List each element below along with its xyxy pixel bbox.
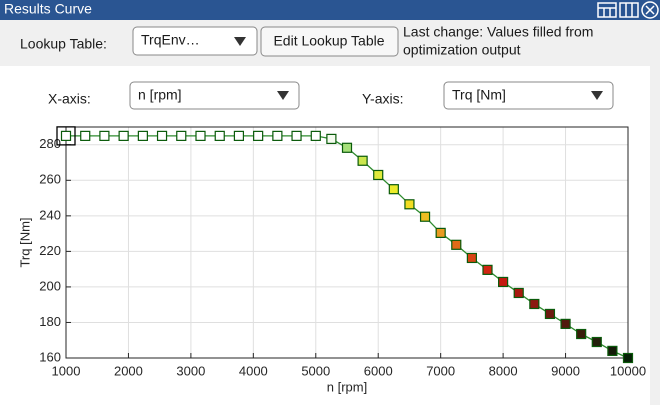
y-tick-label: 220 — [39, 243, 61, 258]
data-marker — [326, 133, 337, 145]
x-axis-selector-value: n [rpm] — [138, 87, 182, 103]
data-marker — [253, 130, 264, 141]
data-marker — [233, 130, 245, 141]
data-marker — [156, 130, 168, 141]
x-tick-label: 4000 — [239, 363, 268, 378]
data-marker — [544, 308, 556, 320]
y-tick-label: 160 — [39, 349, 61, 364]
data-marker — [404, 199, 415, 210]
close-icon[interactable] — [641, 1, 659, 19]
data-marker — [118, 130, 129, 141]
data-marker — [80, 130, 91, 141]
x-tick-label: 7000 — [426, 363, 455, 378]
lookup-label: Lookup Table: — [20, 36, 107, 52]
y-tick-label: 180 — [39, 314, 61, 329]
selection-box — [56, 126, 76, 146]
data-marker — [591, 336, 602, 348]
x-tick-label: 3000 — [176, 363, 205, 378]
data-marker — [176, 130, 187, 141]
x-tick-label: 8000 — [489, 363, 518, 378]
data-marker — [435, 227, 446, 239]
data-marker — [373, 169, 384, 181]
window-title: Results Curve — [4, 1, 92, 17]
x-axis-label: n [rpm] — [327, 379, 367, 394]
data-marker — [60, 130, 72, 141]
x-tick-label: 10000 — [610, 363, 646, 378]
data-marker — [576, 328, 587, 340]
axes-box — [65, 126, 629, 359]
x-axis-dropdown[interactable] — [129, 81, 300, 110]
x-tick-label: 1000 — [52, 363, 81, 378]
data-marker — [466, 252, 477, 264]
data-marker — [388, 184, 399, 195]
plot: 1000 2000 3000 4000 5000 6000 7000 8000 9000 1000… — [17, 126, 646, 394]
plot-area — [66, 127, 628, 358]
data-marker — [622, 352, 634, 364]
y-tick-label: 260 — [39, 172, 61, 187]
title-bar — [0, 0, 660, 20]
lookup-dropdown[interactable] — [132, 26, 258, 56]
data-marker — [419, 211, 431, 222]
x-tick-label: 5000 — [301, 363, 330, 378]
data-marker — [195, 130, 206, 141]
data-marker — [498, 276, 509, 288]
data-marker — [99, 130, 110, 141]
edit-button[interactable] — [260, 26, 399, 57]
status-line: optimization output — [403, 42, 521, 58]
x-tick-label: 9000 — [551, 363, 580, 378]
series-line — [66, 135, 629, 359]
y-tick-label: 280 — [39, 136, 61, 151]
data-marker — [357, 155, 368, 166]
data-marker — [607, 345, 618, 356]
lookup-value: TrqEnv… — [141, 32, 200, 48]
data-marker — [341, 142, 353, 153]
x-tick-label: 2000 — [114, 363, 143, 378]
data-marker — [291, 130, 302, 141]
data-marker — [451, 239, 462, 250]
y-tick-label: 200 — [39, 278, 61, 293]
y-tick-label: 240 — [39, 207, 61, 222]
y-axis-label: Trq [Nm] — [17, 217, 32, 267]
data-marker — [137, 130, 148, 141]
data-marker — [560, 318, 571, 329]
y-axis-selector-label: Y-axis: — [362, 91, 404, 107]
y-axis-selector-value: Trq [Nm] — [452, 87, 506, 103]
x-axis-selector-label: X-axis: — [48, 91, 91, 107]
data-marker — [529, 298, 540, 310]
y-axis-dropdown[interactable] — [443, 81, 614, 110]
layout-icon[interactable] — [597, 2, 639, 18]
status-line: Last change: Values filled from — [403, 24, 593, 40]
data-marker — [272, 130, 283, 141]
data-marker — [310, 130, 321, 141]
x-tick-label: 6000 — [364, 363, 393, 378]
data-marker — [482, 264, 493, 275]
data-marker — [214, 130, 225, 141]
data-marker — [513, 287, 524, 299]
edit-button-label: Edit Lookup Table — [273, 33, 384, 49]
